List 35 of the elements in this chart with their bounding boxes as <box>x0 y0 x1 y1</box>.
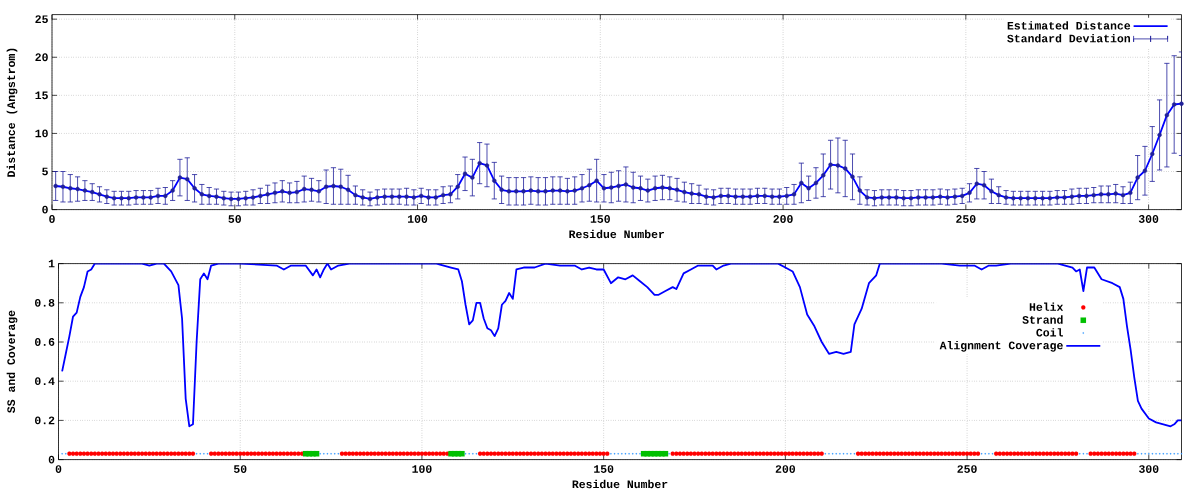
y-tick-label: 0.6 <box>35 338 55 346</box>
x-tick-label: 300 <box>1138 215 1159 223</box>
y-tick-label: 0.4 <box>35 377 55 386</box>
legend-label: Estimated Distance <box>1007 21 1131 30</box>
y-tick-label: 0 <box>48 455 55 464</box>
y-tick-label: 10 <box>35 129 48 138</box>
legend-label: Standard Deviation <box>1007 34 1130 43</box>
y-tick-label: 0 <box>42 205 48 214</box>
x-tick-label: 0 <box>55 465 62 473</box>
x-tick-label: 50 <box>228 215 241 223</box>
y-tick-label: 15 <box>35 91 48 100</box>
x-tick-label: 50 <box>233 465 247 473</box>
x-tick-label: 150 <box>590 215 610 223</box>
x-tick-label: 250 <box>956 215 976 223</box>
x-tick-label: 150 <box>594 465 614 473</box>
x-axis-title: Residue Number <box>569 229 665 239</box>
y-tick-label: 5 <box>42 167 48 176</box>
y-tick-label: 20 <box>35 53 48 62</box>
x-tick-label: 200 <box>773 215 793 223</box>
y-tick-label: 1 <box>48 259 55 268</box>
x-axis-title: Residue Number <box>572 479 668 489</box>
y-tick-label: 0.8 <box>35 298 55 307</box>
y-tick-label: 0.2 <box>35 416 55 425</box>
legend-label: Strand <box>1022 315 1063 324</box>
y-tick-label: 25 <box>35 15 48 24</box>
x-tick-label: 100 <box>407 215 428 223</box>
x-tick-label: 250 <box>957 465 977 473</box>
y-axis-title: SS and Coverage <box>6 310 18 413</box>
x-tick-label: 100 <box>412 465 432 473</box>
y-axis-title: Distance (Angstrom) <box>6 48 18 177</box>
x-tick-label: 300 <box>1139 465 1159 473</box>
legend-label: Alignment Coverage <box>939 340 1063 352</box>
legend-label: Coil <box>1036 328 1063 337</box>
legend-label: Helix <box>1029 302 1064 311</box>
x-tick-label: 200 <box>775 465 796 473</box>
